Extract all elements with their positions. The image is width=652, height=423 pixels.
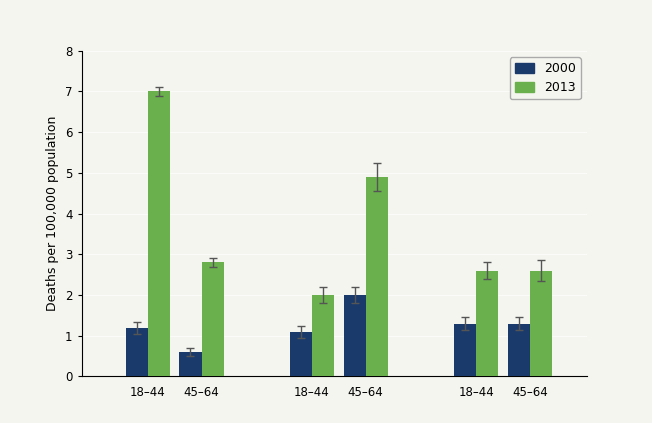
Bar bbox=[476, 271, 498, 376]
Y-axis label: Deaths per 100,000 population: Deaths per 100,000 population bbox=[46, 116, 59, 311]
Bar bbox=[290, 332, 312, 376]
Bar bbox=[148, 91, 170, 376]
Bar bbox=[508, 324, 530, 376]
Bar bbox=[179, 352, 201, 376]
Bar bbox=[366, 177, 388, 376]
Bar bbox=[201, 262, 224, 376]
Bar bbox=[454, 324, 476, 376]
Bar bbox=[530, 271, 552, 376]
Legend: 2000, 2013: 2000, 2013 bbox=[510, 57, 580, 99]
Bar bbox=[312, 295, 334, 376]
Bar bbox=[344, 295, 366, 376]
Bar bbox=[126, 327, 148, 376]
